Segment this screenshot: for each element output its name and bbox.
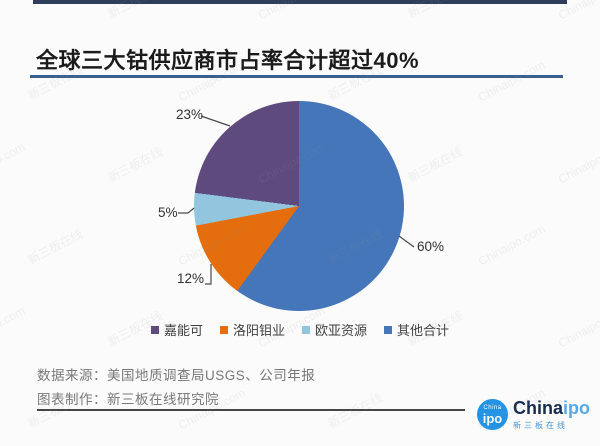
footer-rule [37,409,465,411]
badge-top-text: China [483,404,502,411]
logo-subtitle: 新三板在线 [513,421,568,430]
legend-item-others: 其他合计 [384,320,449,339]
leader-line-60 [398,235,415,248]
legend-label-eurasian: 欧亚资源 [315,323,368,338]
legend-item-eurasian: 欧亚资源 [302,320,367,339]
legend-item-glencore: 嘉能可 [150,320,203,339]
leader-line-23 [200,115,231,127]
legend-label-others: 其他合计 [397,323,450,338]
legend-swatch-glencore [150,325,159,334]
pie-chart [194,101,404,311]
legend-label-glencore: 嘉能可 [163,323,203,338]
watermark-text: 新三板在线 [405,144,466,186]
legend-swatch-luoyang [219,325,228,334]
legend-swatch-eurasian [302,325,310,334]
leader-line-12 [205,264,212,285]
chart-credit-text: 图表制作：新三板在线研究院 [37,392,219,407]
watermark-text: 新三板在线 [25,226,86,268]
chinaipo-logo: China ipo Chinaipo 新三板在线 [477,399,590,431]
title-separator [30,75,563,78]
watermark-text: Chinaipo.com [0,139,28,187]
watermark-text: Chinaipo.com [476,57,548,105]
badge-main-text: ipo [482,410,503,426]
chart-legend: 嘉能可 洛阳钼业 欧亚资源 其他合计 [0,320,600,339]
legend-item-luoyang: 洛阳钼业 [219,320,285,339]
watermark-text: 新三板在线 [105,144,166,186]
slice-label-luoyang: 12% [177,271,205,286]
slice-label-eurasian: 5% [158,205,178,220]
slice-label-glencore: 23% [176,107,204,122]
leader-line-5 [178,207,195,214]
wordmark-primary: China [513,398,564,418]
watermark-text: Chinaipo.com [0,0,27,22]
chinaipo-badge-icon: China ipo [477,399,508,430]
data-source-text: 数据来源：美国地质调查局USGS、公司年报 [37,368,316,383]
legend-label-luoyang: 洛阳钼业 [232,323,285,338]
logo-text-block: Chinaipo 新三板在线 [513,399,590,431]
top-rule [33,0,567,4]
legend-swatch-others [384,325,393,334]
slice-label-others: 60% [417,239,445,254]
wordmark-secondary: ipo [563,398,591,418]
watermark-text: Chinaipo.com [556,139,600,187]
watermark-text: Chinaipo.com [476,221,548,269]
page-title: 全球三大钴供应商市占率合计超过40% [36,47,420,73]
logo-wordmark: Chinaipo [513,399,590,418]
